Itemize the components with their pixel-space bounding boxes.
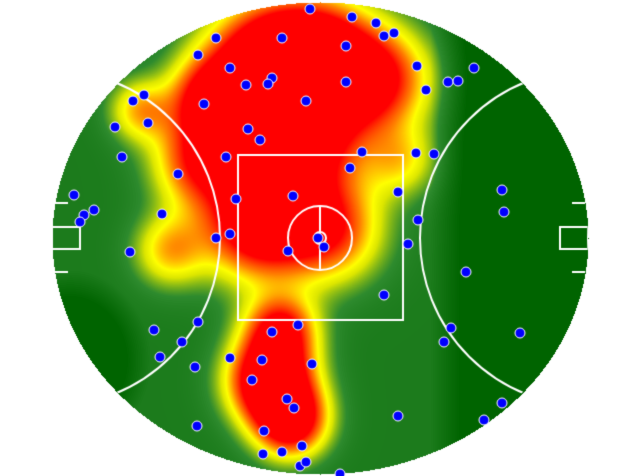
heatmap-field bbox=[0, 0, 640, 476]
